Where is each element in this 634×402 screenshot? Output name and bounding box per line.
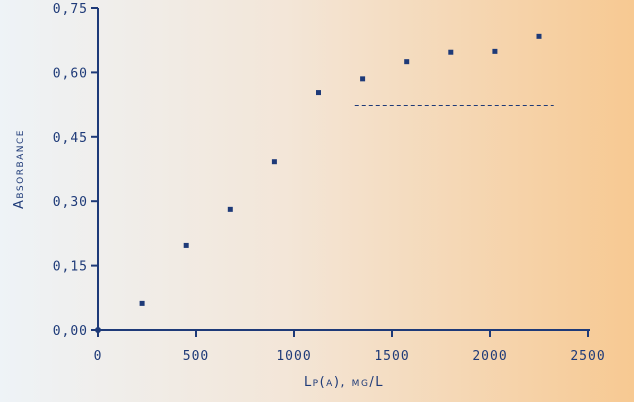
x-tick-label: 2000 [472, 349, 507, 364]
y-tick-label: 0,60 [53, 66, 88, 81]
x-tick-label: 0 [94, 349, 103, 364]
y-tick-label: 0,75 [53, 2, 88, 17]
y-ticks: 0,00 0,15 0,30 0,45 0,60 0,75 [53, 2, 98, 339]
x-tick-label: 1000 [276, 349, 311, 364]
data-point [536, 33, 542, 39]
data-point [360, 76, 366, 82]
y-tick-label: 0,00 [53, 324, 88, 339]
x-tick-label: 2500 [570, 349, 605, 364]
data-point [227, 206, 233, 212]
x-tick-label: 500 [183, 349, 209, 364]
origin-marker [95, 327, 101, 333]
axes [97, 8, 590, 331]
data-point [271, 159, 277, 165]
x-ticks: 0 500 1000 1500 2000 2500 [94, 327, 605, 364]
y-tick-label: 0,30 [53, 195, 88, 210]
data-point [183, 242, 189, 248]
data-point [404, 59, 410, 65]
data-point [139, 300, 145, 306]
data-point [448, 49, 454, 55]
x-axis-title: Lp(a), mg/L [304, 375, 384, 390]
y-tick-label: 0,45 [53, 131, 88, 146]
data-points [139, 33, 542, 306]
x-tick-label: 1500 [374, 349, 409, 364]
y-axis-title: Absorbance [12, 129, 27, 209]
data-point [316, 90, 321, 96]
y-tick-label: 0,15 [53, 260, 88, 275]
data-point [492, 48, 498, 54]
